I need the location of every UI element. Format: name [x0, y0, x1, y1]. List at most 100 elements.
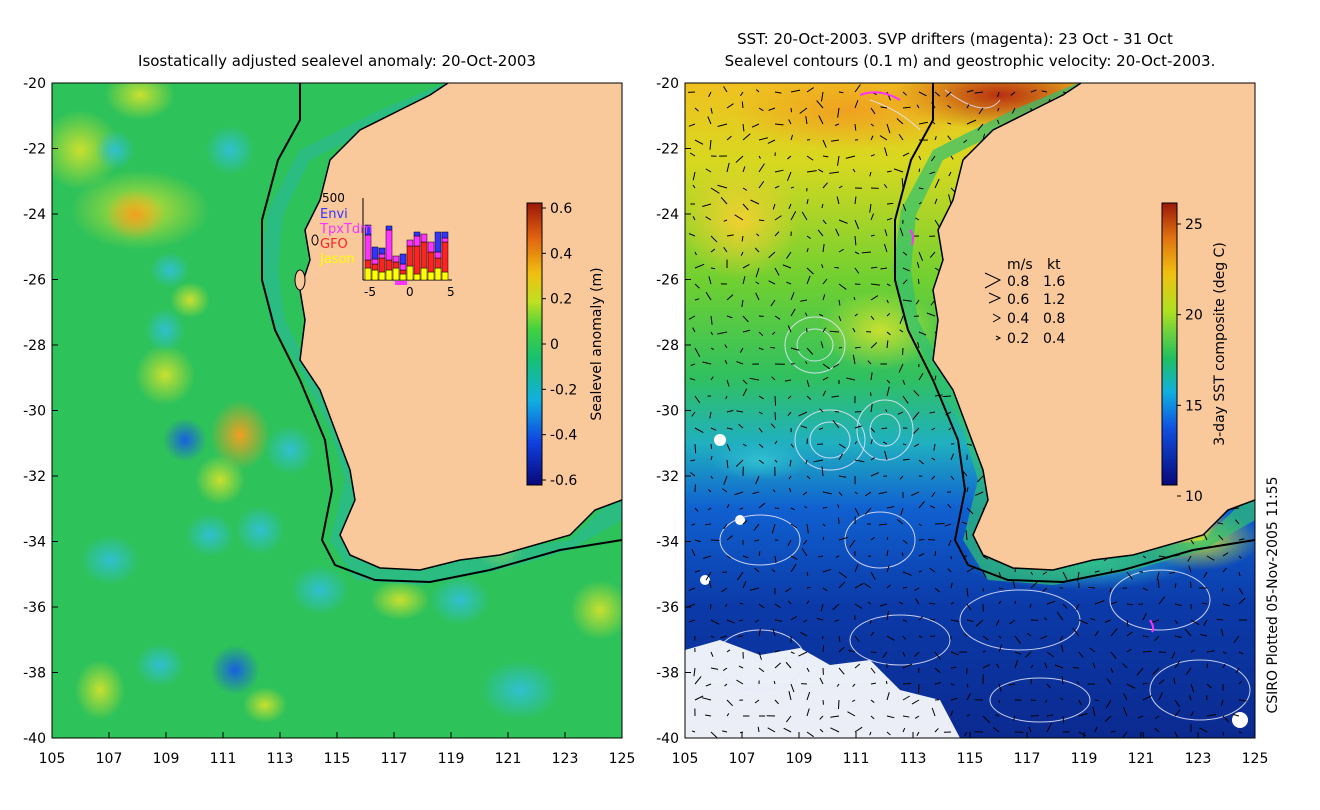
velocity-arrow	[1110, 651, 1117, 659]
velocity-arrow	[886, 170, 892, 173]
velocity-arrow	[774, 267, 780, 276]
left-x-tick: 121	[495, 751, 522, 767]
velocity-arrow	[1222, 552, 1229, 557]
colorbar-tick: 0	[550, 337, 559, 353]
velocity-arrow	[995, 714, 1000, 717]
velocity-arrow	[1174, 603, 1182, 607]
velocity-arrow	[774, 231, 780, 237]
velocity-arrow	[883, 184, 888, 189]
left-y-tick: -34	[23, 535, 46, 551]
velocity-arrow	[854, 459, 865, 463]
velocity-arrow	[838, 219, 848, 224]
velocity-arrow	[978, 107, 984, 115]
velocity-arrow	[902, 251, 908, 256]
velocity-arrow	[1238, 699, 1247, 702]
velocity-arrow	[726, 713, 730, 717]
velocity-arrow	[1030, 714, 1039, 717]
velocity-arrow	[838, 646, 845, 653]
velocity-arrow	[694, 107, 699, 112]
velocity-arrow	[838, 667, 845, 675]
velocity-arrow	[819, 715, 824, 720]
left-y-tick: -28	[23, 338, 46, 354]
velocity-arrow	[997, 107, 1000, 112]
velocity-arrow	[786, 171, 792, 181]
velocity-arrow	[1174, 635, 1182, 638]
velocity-arrow	[1030, 699, 1037, 702]
velocity-arrow	[917, 683, 920, 694]
velocity-arrow	[709, 603, 712, 610]
velocity-arrow	[950, 651, 960, 656]
velocity-arrow	[790, 507, 795, 511]
velocity-arrow	[694, 395, 701, 404]
velocity-arrow	[1206, 663, 1209, 669]
velocity-arrow	[710, 331, 714, 336]
velocity-arrow	[1078, 699, 1082, 706]
velocity-arrow	[770, 346, 776, 349]
velocity-arrow	[869, 731, 872, 736]
velocity-arrow	[801, 548, 808, 557]
right-x-tick: 113	[900, 751, 927, 767]
velocity-arrow	[1238, 597, 1246, 605]
velocity-arrow	[758, 667, 765, 673]
velocity-arrow	[694, 251, 697, 256]
velocity-arrow	[878, 491, 888, 495]
left-y-tick: -40	[23, 731, 46, 747]
velocity-arrow	[931, 457, 936, 461]
velocity-arrow	[758, 551, 761, 557]
velocity-arrow	[870, 457, 875, 461]
velocity-arrow	[694, 507, 699, 512]
velocity-arrow	[694, 298, 700, 301]
velocity-arrow	[870, 682, 877, 685]
velocity-arrow	[758, 331, 764, 337]
velocity-arrow	[723, 219, 728, 222]
velocity-arrow	[806, 347, 814, 355]
velocity-arrow	[690, 459, 696, 462]
velocity-arrow	[1142, 695, 1152, 701]
velocity-arrow	[837, 699, 840, 710]
velocity-arrow	[982, 664, 990, 669]
velocity-arrow	[1142, 555, 1147, 559]
velocity-arrow	[790, 347, 800, 351]
velocity-arrow	[1030, 581, 1038, 589]
velocity-arrow	[854, 507, 860, 516]
velocity-arrow	[758, 180, 765, 189]
velocity-arrow	[1126, 631, 1133, 637]
velocity-arrow	[819, 677, 824, 685]
velocity-arrow	[854, 663, 861, 669]
velocity-arrow	[899, 475, 904, 480]
velocity-arrow	[790, 186, 795, 189]
left-x-axis: 105 107 109 111 113 115 117 119 121 123 125	[39, 732, 635, 767]
velocity-arrow	[822, 182, 828, 189]
velocity-arrow	[1046, 683, 1051, 689]
velocity-arrow	[702, 203, 712, 207]
velocity-arrow	[790, 523, 798, 529]
velocity-arrow	[774, 395, 777, 406]
velocity-arrow	[886, 202, 894, 205]
velocity-arrow	[947, 503, 952, 509]
velocity-arrow	[788, 691, 792, 701]
inset-bar	[427, 271, 435, 281]
velocity-arrow	[818, 115, 824, 125]
velocity-arrow	[965, 530, 968, 541]
velocity-arrow	[806, 586, 811, 589]
velocity-arrow	[1174, 583, 1177, 589]
velocity-arrow	[752, 491, 760, 495]
velocity-arrow	[806, 708, 810, 717]
velocity-arrow	[755, 267, 760, 278]
velocity-arrow	[783, 727, 792, 733]
velocity-arrow	[725, 603, 728, 608]
velocity-arrow	[918, 331, 927, 336]
velocity-arrow	[790, 292, 795, 301]
velocity-arrow	[738, 619, 744, 622]
velocity-arrow	[788, 203, 792, 209]
inset-bar	[364, 224, 372, 236]
velocity-arrow	[902, 91, 907, 96]
velocity-arrow	[1184, 628, 1192, 637]
velocity-arrow	[918, 168, 921, 173]
right-y-tick: -38	[656, 666, 679, 682]
velocity-arrow	[708, 91, 712, 98]
velocity-arrow	[736, 679, 744, 685]
inset-bar	[371, 263, 379, 271]
colorbar-tick: -0.6	[550, 473, 577, 489]
velocity-arrow	[1030, 664, 1034, 669]
